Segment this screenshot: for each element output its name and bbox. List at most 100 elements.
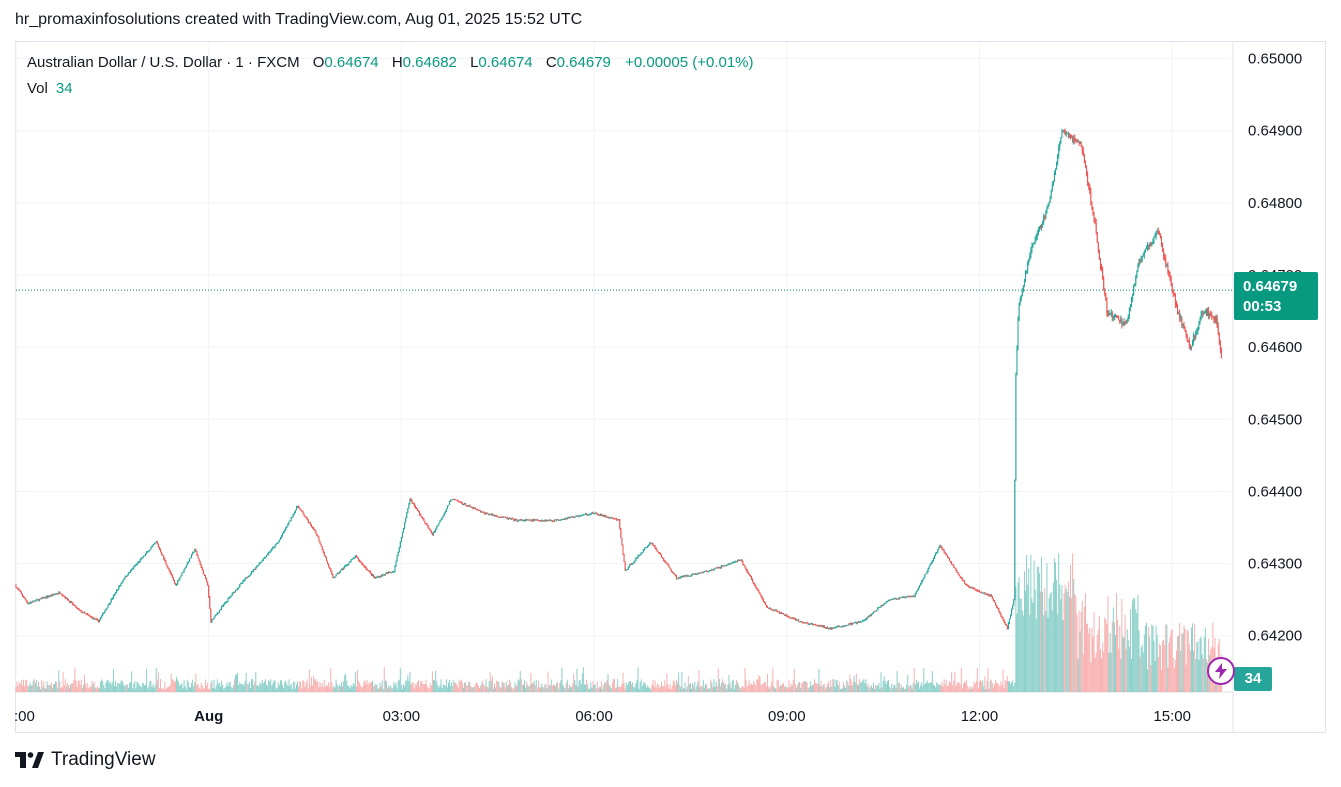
- tradingview-logo[interactable]: TradingView: [15, 749, 156, 771]
- candle-body: [160, 549, 162, 553]
- candle-body: [552, 520, 554, 522]
- candle-body: [943, 549, 945, 553]
- volume-bar: [196, 684, 198, 692]
- volume-bar: [928, 682, 930, 692]
- volume-bar: [1145, 622, 1147, 692]
- candle-body: [516, 519, 518, 522]
- volume-bar: [335, 679, 337, 692]
- candle-body: [381, 574, 383, 577]
- candle-body: [17, 588, 19, 590]
- volume-bar: [112, 669, 114, 692]
- candle-body: [1097, 242, 1099, 251]
- candle-body: [882, 604, 884, 606]
- volume-bar: [320, 686, 322, 692]
- volume-bar: [745, 679, 747, 692]
- time-axis-label: 09:00: [768, 708, 806, 725]
- candle-body: [189, 557, 191, 559]
- volume-bar: [439, 685, 441, 692]
- candle-body: [905, 596, 907, 598]
- candle-body: [1033, 242, 1035, 244]
- candle-body: [986, 594, 988, 596]
- candle-body: [101, 615, 103, 618]
- volume-bar: [868, 688, 870, 692]
- candle-body: [622, 545, 624, 555]
- volume-bar: [564, 687, 566, 692]
- volume-bar: [777, 680, 779, 692]
- candle-body: [826, 627, 828, 629]
- volume-bar: [1188, 643, 1190, 692]
- lightning-icon[interactable]: [1207, 657, 1235, 685]
- candle-body: [550, 520, 552, 522]
- volume-bar: [835, 679, 837, 692]
- volume-bar: [959, 684, 961, 692]
- candle-body: [1089, 186, 1091, 191]
- volume-bar: [58, 670, 60, 692]
- candle-body: [127, 572, 129, 576]
- candle-body: [324, 555, 326, 558]
- volume-bar: [1023, 571, 1025, 692]
- candle-body: [345, 565, 347, 567]
- volume-bar: [772, 668, 774, 692]
- candle-body: [1029, 256, 1031, 261]
- volume-bar: [1093, 612, 1095, 692]
- volume-bar: [616, 687, 618, 692]
- volume-bar: [802, 682, 804, 692]
- candle-body: [248, 575, 250, 577]
- candle-body: [672, 572, 674, 574]
- volume-bar: [208, 688, 210, 692]
- volume-bar: [988, 688, 990, 692]
- candle-body: [958, 574, 960, 576]
- candle-body: [1060, 137, 1062, 143]
- volume-bar: [483, 684, 485, 692]
- candle-body: [596, 513, 598, 515]
- volume-bar: [221, 680, 223, 692]
- candle-body: [1203, 312, 1205, 314]
- candle-body: [1135, 276, 1137, 284]
- volume-bar: [386, 688, 388, 692]
- volume-bar: [120, 681, 122, 692]
- candle-body: [148, 551, 150, 553]
- candle-body: [707, 571, 709, 573]
- candle-body: [748, 573, 750, 575]
- candle-body: [890, 599, 892, 601]
- candle-body: [561, 519, 563, 521]
- volume-bar: [425, 679, 427, 692]
- volume-bar: [1175, 650, 1177, 692]
- volume-bar: [881, 687, 883, 692]
- volume-bar: [818, 668, 820, 692]
- volume-bar: [530, 672, 532, 692]
- candle-body: [1081, 146, 1083, 151]
- volume-bar: [346, 680, 348, 692]
- candle-body: [158, 547, 160, 550]
- volume-bar: [661, 681, 663, 692]
- volume-label[interactable]: Vol: [27, 80, 48, 97]
- candle-body: [208, 585, 210, 597]
- volume-bar: [559, 683, 561, 692]
- candle-body: [683, 576, 685, 578]
- candle-body: [61, 594, 63, 596]
- volume-bar: [471, 687, 473, 692]
- volume-bar: [829, 687, 831, 692]
- candle-body: [100, 617, 102, 620]
- candle-body: [631, 563, 633, 565]
- volume-bar: [160, 679, 162, 692]
- volume-bar: [1156, 635, 1158, 692]
- candle-body: [405, 517, 407, 523]
- volume-bar: [866, 686, 868, 692]
- candle-body: [909, 596, 911, 598]
- volume-bar: [634, 687, 636, 692]
- volume-bar: [384, 680, 386, 692]
- candle-body: [332, 574, 334, 578]
- candle-body: [621, 537, 623, 546]
- volume-bar: [1159, 645, 1161, 692]
- candle-body: [974, 589, 976, 591]
- volume-bar: [1086, 623, 1088, 692]
- candle-body: [529, 519, 531, 521]
- symbol-title[interactable]: Australian Dollar / U.S. Dollar · 1 · FX…: [27, 54, 300, 71]
- volume-bar: [448, 682, 450, 692]
- candle-body: [1218, 334, 1220, 342]
- candle-body: [471, 507, 473, 509]
- candle-body: [1078, 141, 1080, 143]
- candle-body: [63, 595, 65, 597]
